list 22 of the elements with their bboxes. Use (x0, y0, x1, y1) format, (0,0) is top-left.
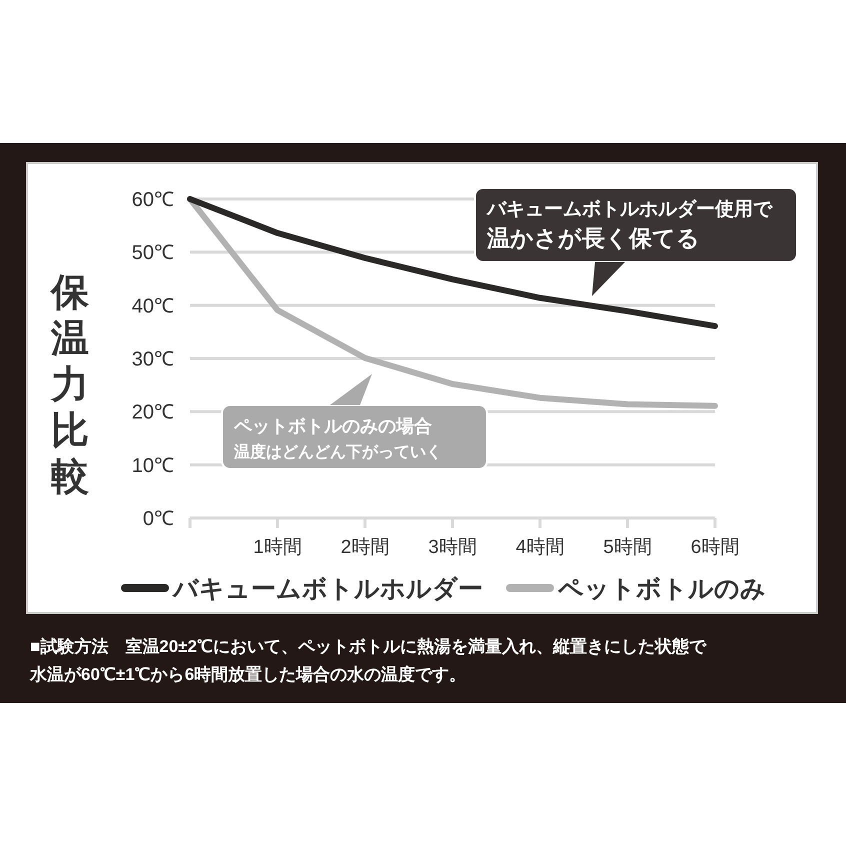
y-tick-label: 0℃ (142, 508, 174, 530)
x-tick-label: 2時間 (340, 537, 390, 558)
legend-label: バキュームボトルホルダー (171, 575, 483, 603)
y-tick-label: 10℃ (132, 454, 174, 477)
x-tick-label: 4時間 (516, 537, 564, 558)
annotation: 温かさが長く保てる (486, 225, 700, 251)
annotation: 温度はどんどん下がっていく (233, 442, 442, 461)
y-tick-label: 20℃ (132, 402, 174, 424)
y-tick-label: 30℃ (132, 348, 174, 370)
annotation: ペットボトルのみの場合 (233, 416, 432, 436)
annotation: バキュームボトルホルダー使用で (486, 199, 773, 220)
x-tick-label: 6時間 (690, 537, 740, 558)
y-tick-label: 40℃ (132, 295, 174, 318)
y-tick-label: 60℃ (132, 189, 174, 211)
x-tick-label: 5時間 (603, 537, 652, 558)
text: 水温が60℃±1℃から6時間放置した場合の水の温度です。 (29, 665, 466, 684)
x-tick-label: 1時間 (253, 537, 302, 558)
legend-label: ペットボトルのみ (557, 575, 766, 603)
text: ■試験方法 室温20±2℃において、ペットボトルに熱湯を満量入れ、縦置きにした状態で (30, 637, 707, 656)
x-tick-label: 3時間 (428, 537, 477, 558)
y-axis-title: 保温力比較 (49, 272, 90, 498)
y-tick-label: 50℃ (132, 242, 174, 264)
